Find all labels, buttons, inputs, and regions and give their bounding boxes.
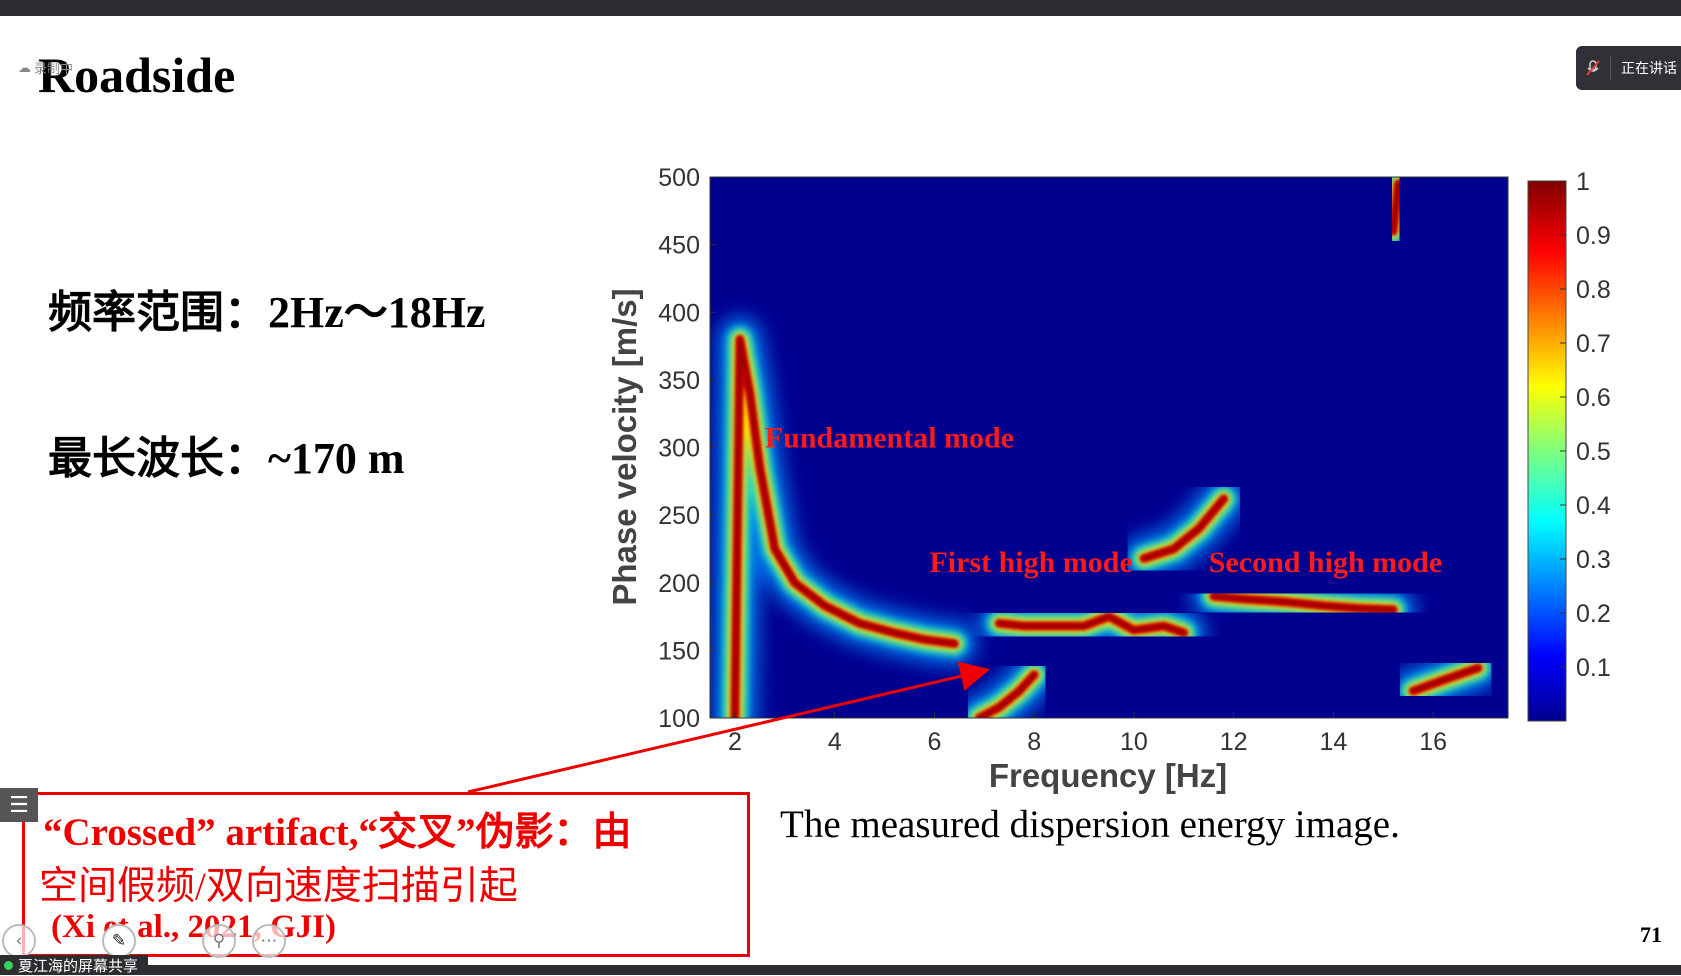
y-tick-label: 500 — [658, 164, 700, 192]
frequency-range-text: 频率范围：2Hz～18Hz — [48, 288, 486, 337]
caption-line-1: “Crossed” artifact,“交叉”伪影：由 — [43, 811, 632, 854]
speaking-indicator[interactable]: 正在讲话 — [1576, 46, 1681, 90]
y-tick-label: 450 — [658, 232, 700, 260]
max-wavelength-text: 最长波长：~170 m — [48, 434, 405, 483]
chart-annotations: Fundamental mode First high mode Second hi… — [765, 422, 1442, 579]
colorbar-tick-label: 0.4 — [1576, 492, 1611, 520]
window-bottom-bar — [0, 965, 1681, 975]
slide-title: Roadside — [38, 47, 236, 103]
x-tick-label: 6 — [927, 728, 941, 756]
colorbar-tick-label: 0.1 — [1576, 654, 1611, 682]
mic-muted-icon[interactable] — [1576, 59, 1610, 77]
x-axis-label: Frequency [Hz] — [989, 757, 1227, 794]
recording-indicator: ☁ 录制中 — [18, 58, 73, 77]
recording-label: 录制中 — [34, 61, 74, 76]
artifact-caption-box: “Crossed” artifact,“交叉”伪影：由 空间假频/双向速度扫描引… — [22, 792, 750, 957]
screen-share-text: 夏江海的屏幕共享 — [18, 957, 139, 975]
colorbar-tick-label: 0.8 — [1576, 276, 1611, 304]
caption-reference: (Xi et al., 2021, GJI) — [51, 909, 337, 945]
mode-ridge-3-layer-4 — [1141, 496, 1226, 561]
pen-icon[interactable]: ✎ — [102, 924, 136, 958]
y-tick-label: 250 — [658, 502, 700, 530]
colorbar-tick-label: 0.3 — [1576, 546, 1611, 574]
mode-ridge-6-layer-4 — [1391, 181, 1401, 234]
mode-ridge-0-layer-4 — [732, 337, 957, 718]
speaking-label: 正在讲话 — [1621, 60, 1677, 76]
colorbar-tick-label: 0.9 — [1576, 222, 1611, 250]
annotation-label-1: First high mode — [929, 546, 1132, 579]
divider — [1610, 56, 1611, 80]
colorbar — [1527, 180, 1567, 722]
annotation-label-2: Second high mode — [1209, 546, 1442, 579]
x-tick-label: 4 — [828, 728, 842, 756]
y-tick-label: 200 — [658, 570, 700, 598]
caption-line-2: 空间假频/双向速度扫描引起 — [39, 865, 518, 908]
heatmap-energy — [711, 177, 1502, 718]
crossed-artifact-arrow — [467, 661, 991, 794]
list-icon[interactable]: ☰ — [0, 788, 38, 822]
y-tick-label: 150 — [658, 637, 700, 665]
annotation-label-0: Fundamental mode — [765, 422, 1014, 455]
y-tick-label: 400 — [658, 299, 700, 327]
mode-ridge-1-layer-4 — [997, 614, 1186, 635]
mode-ridge-2-layer-4 — [1211, 594, 1396, 612]
page-number: 71 — [1640, 922, 1662, 947]
y-axis-ticks: 100 150 200 250 300 350 400 450 500 — [658, 164, 716, 733]
x-tick-label: 8 — [1027, 728, 1041, 756]
colorbar-tick-label: 0.5 — [1576, 438, 1611, 466]
mode-ridge-4-layer-4 — [977, 672, 1037, 718]
x-tick-label: 2 — [728, 728, 742, 756]
colorbar-ticks: 0.1 0.2 0.3 0.4 0.5 0.6 0.7 0.8 0.9 1 — [1560, 168, 1611, 682]
screen-share-label: 夏江海的屏幕共享 — [0, 955, 149, 975]
window-top-bar — [0, 0, 1681, 16]
mode-ridge-5-layer-4 — [1411, 666, 1481, 693]
colorbar-tick-label: 0.2 — [1576, 600, 1611, 628]
y-tick-label: 350 — [658, 367, 700, 395]
x-tick-label: 12 — [1220, 728, 1248, 756]
x-tick-label: 10 — [1120, 728, 1148, 756]
x-tick-label: 14 — [1320, 728, 1348, 756]
more-icon[interactable]: ⋯ — [252, 924, 286, 958]
figure-caption: The measured dispersion energy image. — [780, 803, 1400, 846]
x-tick-label: 16 — [1419, 728, 1447, 756]
share-status-icon — [4, 960, 13, 970]
y-axis-label: Phase velocity [m/s] — [606, 288, 643, 605]
x-axis-ticks: 2 4 6 8 10 12 14 16 — [728, 712, 1447, 756]
colorbar-tick-label: 0.6 — [1576, 384, 1611, 412]
cloud-icon: ☁ — [18, 59, 31, 75]
colorbar-tick-label: 0.7 — [1576, 330, 1611, 358]
y-tick-label: 100 — [658, 705, 700, 733]
colorbar-tick-label: 1 — [1576, 168, 1590, 196]
prev-arrow-icon[interactable]: ‹ — [2, 924, 36, 958]
y-tick-label: 300 — [658, 435, 700, 463]
zoom-icon[interactable]: ⚲ — [202, 924, 236, 958]
